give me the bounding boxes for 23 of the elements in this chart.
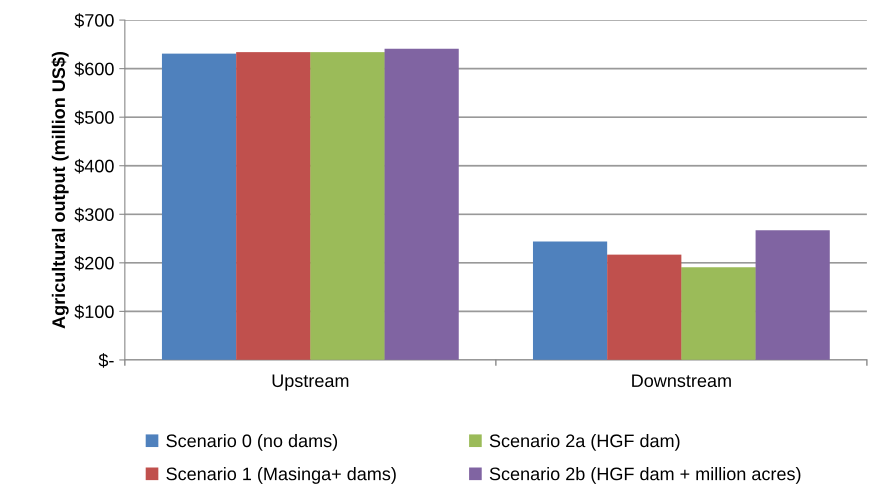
y-tick-label: $500: [74, 110, 114, 125]
bar: [162, 54, 236, 360]
bar: [607, 254, 682, 360]
y-tick-label: $400: [74, 158, 114, 174]
bar: [384, 48, 459, 360]
y-tick-label: $600: [74, 62, 114, 76]
y-tick-label: $300: [74, 207, 114, 222]
y-tick-label: $200: [74, 256, 114, 271]
x-tick-label: Upstream: [272, 374, 348, 391]
bar: [236, 52, 310, 360]
bar: [310, 52, 385, 360]
bar: [756, 230, 830, 360]
bar: [532, 241, 608, 360]
y-axis-title: Agricultural output (million US$): [51, 52, 69, 328]
bar: [681, 267, 756, 360]
y-tick-label: $-: [98, 353, 114, 368]
y-tick-label: $700: [74, 13, 114, 28]
x-tick-label: Downstream: [632, 374, 731, 388]
y-tick-label: $100: [74, 304, 114, 320]
legend-label: Scenario 2a (HGF dam): [490, 434, 680, 451]
legend-label: Scenario 2b (HGF dam + million acres): [490, 467, 800, 484]
legend-label: Scenario 0 (no dams): [166, 434, 338, 451]
legend-label: Scenario 1 (Masinga+ dams): [166, 467, 396, 484]
